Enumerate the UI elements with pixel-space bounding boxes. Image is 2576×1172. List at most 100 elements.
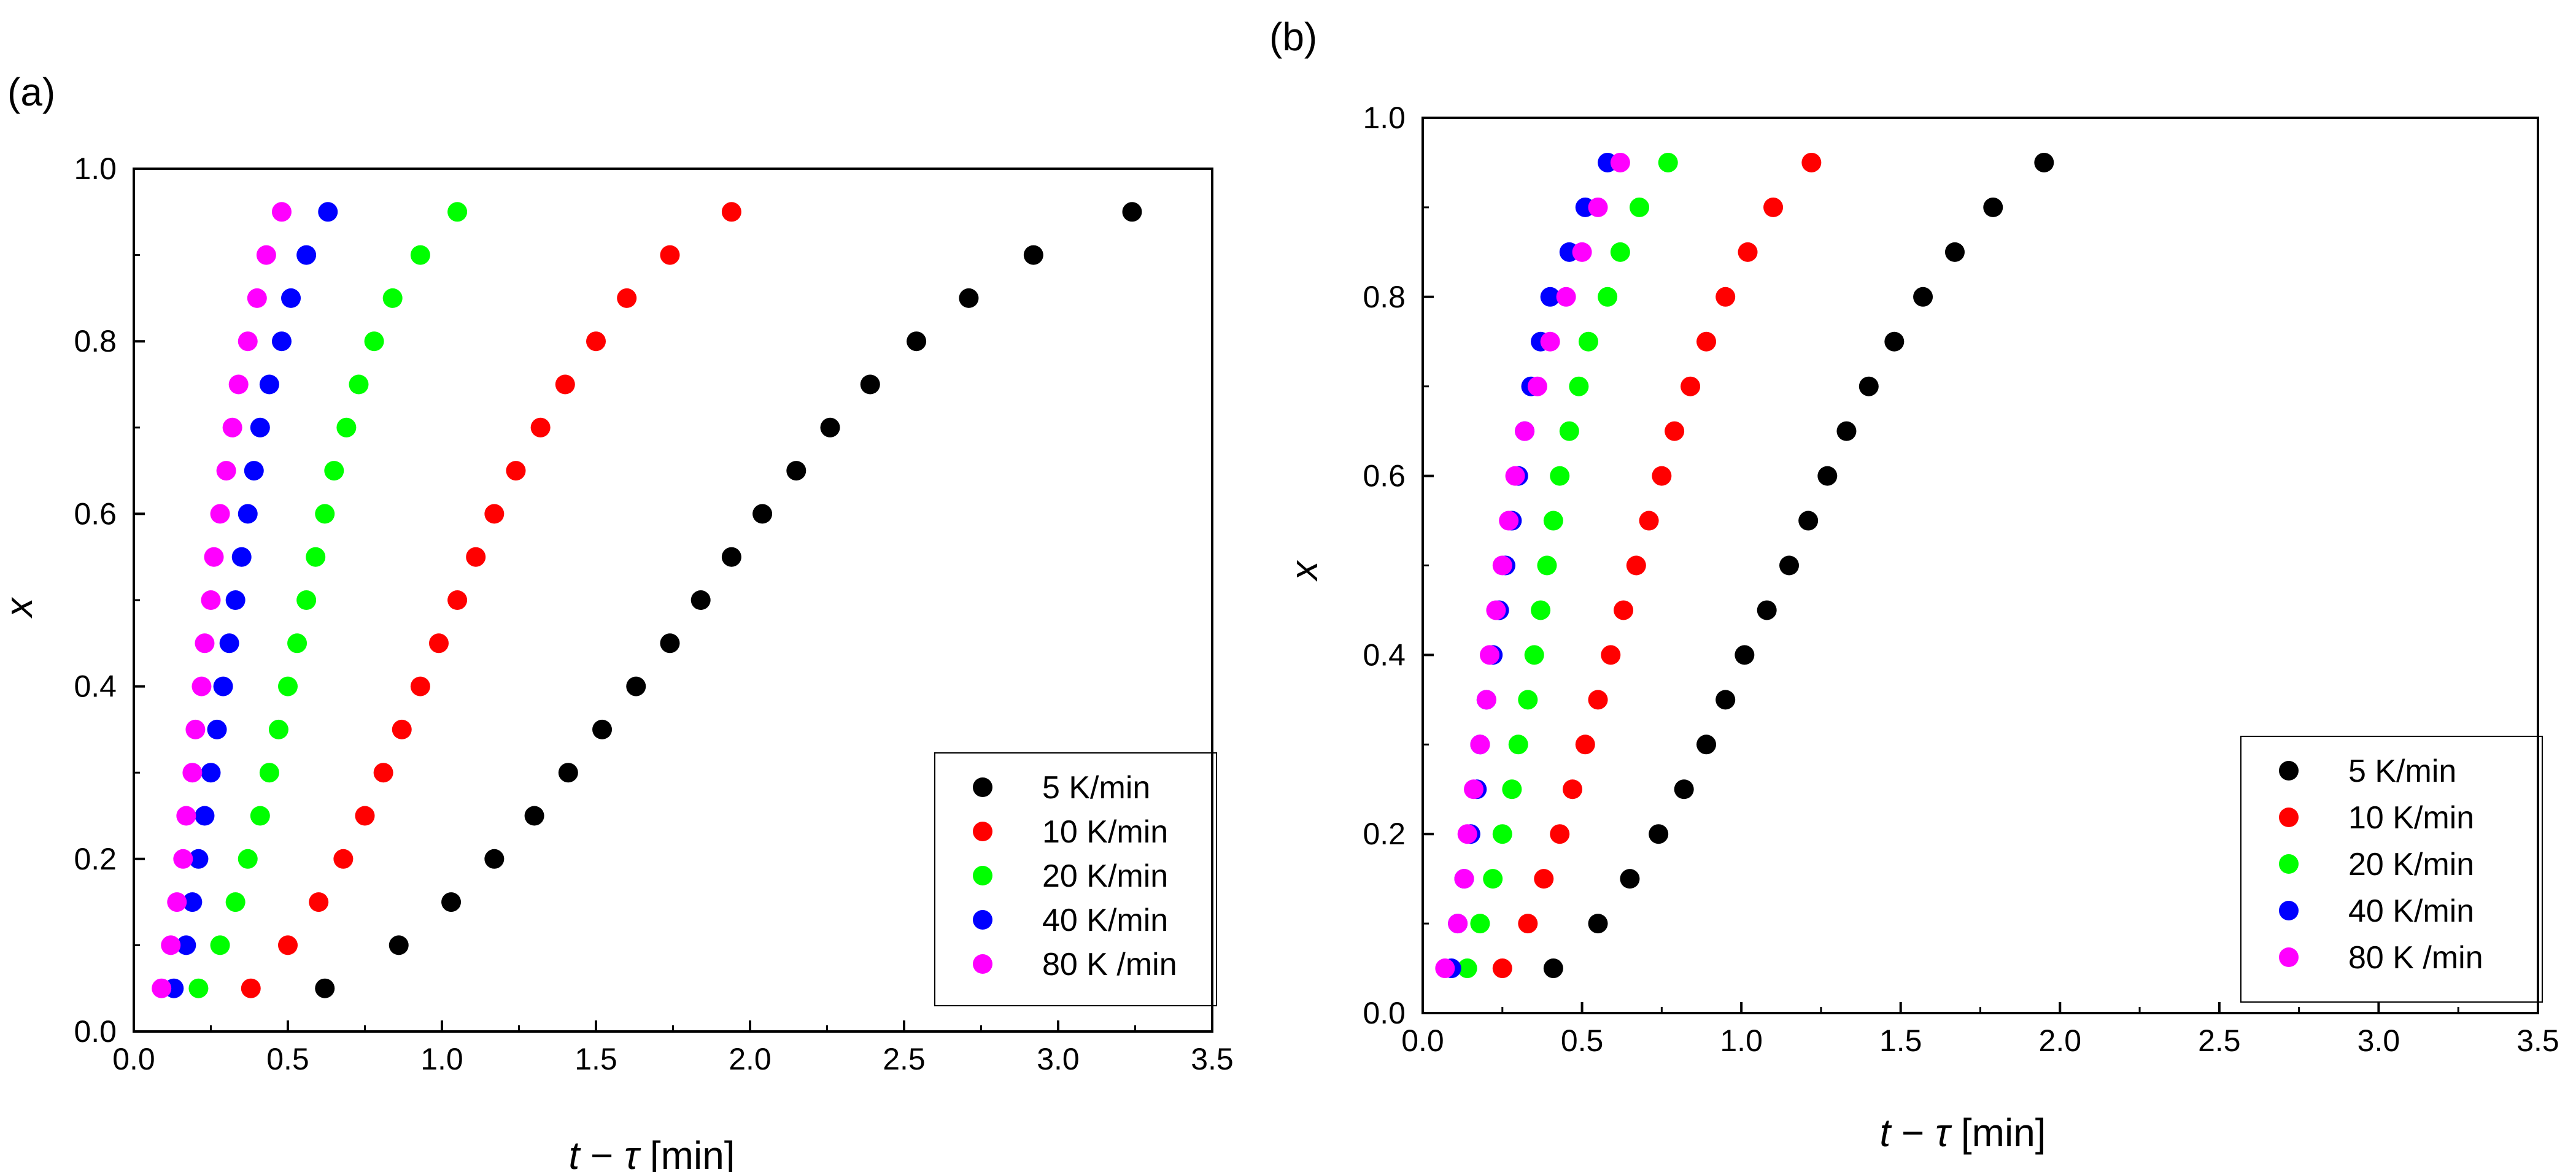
data-point-series-3 [1502, 779, 1522, 800]
data-point-series-3 [1569, 376, 1589, 396]
data-point-series-1 [959, 288, 979, 308]
panel-label: (b) [1269, 15, 1317, 59]
legend-marker [2279, 947, 2299, 967]
legend-label: 80 K /min [1042, 947, 1177, 982]
x-tick-label: 0.5 [1561, 1024, 1604, 1058]
data-point-series-2 [586, 331, 606, 352]
data-point-series-2 [355, 806, 375, 826]
y-tick-label: 0.6 [1363, 459, 1406, 493]
data-point-series-4 [1540, 287, 1560, 307]
data-point-series-2 [721, 202, 741, 222]
data-point-series-5 [228, 374, 249, 395]
data-point-series-2 [447, 590, 468, 610]
data-point-series-5 [1480, 645, 1500, 665]
data-point-series-3 [1559, 421, 1579, 441]
data-point-series-5 [185, 719, 206, 739]
data-point-series-1 [1023, 245, 1043, 265]
data-point-series-1 [1543, 958, 1563, 979]
data-point-series-2 [1665, 421, 1685, 441]
data-point-series-2 [1614, 600, 1634, 620]
data-point-series-2 [1801, 152, 1822, 172]
data-point-series-3 [1578, 331, 1598, 352]
data-point-series-5 [1572, 242, 1592, 262]
data-point-series-1 [1817, 466, 1838, 486]
x-tick-label: 1.5 [574, 1042, 617, 1076]
data-point-series-1 [1696, 734, 1717, 755]
x-tick-label: 2.5 [883, 1042, 926, 1076]
data-points [152, 202, 1142, 998]
data-point-series-1 [820, 417, 840, 438]
data-point-series-5 [1527, 376, 1547, 396]
data-point-series-3 [1537, 555, 1557, 576]
data-point-series-3 [315, 504, 335, 524]
data-point-series-5 [247, 288, 267, 308]
data-point-series-2 [1601, 645, 1621, 665]
data-point-series-3 [225, 892, 246, 912]
data-point-series-4 [207, 719, 227, 739]
x-tick-label: 1.5 [1879, 1024, 1922, 1058]
data-point-series-3 [1598, 287, 1618, 307]
data-point-series-3 [1524, 645, 1544, 665]
x-tick-label: 3.0 [1037, 1042, 1080, 1076]
legend-marker [2279, 854, 2299, 874]
data-point-series-3 [1658, 152, 1678, 172]
legend-marker [973, 910, 992, 930]
x-tick-label: 2.0 [729, 1042, 772, 1076]
data-point-series-2 [373, 763, 393, 783]
data-point-series-2 [392, 719, 412, 739]
panel-b: (b) x t − τ [min] 0.0 0.5 1.0 1.5 2.0 2.5 3.0 3… [1269, 15, 2559, 1155]
data-point-series-1 [1122, 202, 1142, 222]
data-point-series-3 [382, 288, 403, 308]
data-point-series-1 [660, 633, 680, 653]
data-point-series-5 [1540, 331, 1560, 352]
data-point-series-1 [1913, 287, 1933, 307]
legend-label: 40 K/min [2348, 893, 2474, 929]
data-point-series-1 [907, 331, 927, 352]
x-tick-label: 1.0 [1720, 1024, 1763, 1058]
data-point-series-2 [1588, 690, 1608, 710]
data-point-series-2 [428, 633, 449, 653]
x-tick-label: 3.0 [2357, 1024, 2400, 1058]
data-point-series-1 [690, 590, 711, 610]
data-point-series-2 [1696, 331, 1717, 352]
data-point-series-5 [1556, 287, 1576, 307]
data-point-series-3 [1531, 600, 1551, 620]
data-point-series-3 [268, 719, 288, 739]
y-tick-label: 0.0 [1363, 996, 1406, 1030]
data-point-series-1 [558, 763, 578, 783]
x-tick-label: 3.5 [2516, 1024, 2559, 1058]
data-point-series-5 [204, 547, 224, 567]
data-point-series-5 [1454, 869, 1474, 889]
data-points [1435, 152, 2054, 979]
data-point-series-4 [259, 374, 279, 395]
x-tick-label: 0.0 [112, 1042, 155, 1076]
data-point-series-2 [1681, 376, 1701, 396]
data-point-series-3 [364, 331, 384, 352]
legend-marker [2279, 901, 2299, 920]
data-point-series-5 [1476, 690, 1496, 710]
data-point-series-2 [1738, 242, 1758, 262]
legend-label: 10 K/min [2348, 800, 2474, 836]
data-point-series-1 [2034, 152, 2054, 172]
data-point-series-2 [1492, 958, 1512, 979]
data-point-series-5 [238, 331, 258, 352]
data-point-series-2 [1518, 914, 1538, 934]
y-tick-label: 0.0 [74, 1014, 117, 1049]
y-tick-label: 1.0 [1363, 101, 1406, 135]
data-point-series-5 [1464, 779, 1484, 800]
panel-a: (a) x t − τ [min] 0.0 0.5 1.0 1.5 2.0 2.5 3.0 3… [0, 70, 1234, 1172]
data-point-series-1 [860, 374, 880, 395]
y-tick-label: 0.2 [74, 842, 117, 876]
y-tick-label: 1.0 [74, 152, 117, 186]
data-point-series-2 [1639, 511, 1659, 531]
data-point-series-5 [1435, 958, 1455, 979]
legend-label: 20 K/min [1042, 858, 1168, 894]
data-point-series-2 [1575, 734, 1595, 755]
data-point-series-5 [1486, 600, 1506, 620]
y-tick-label: 0.8 [74, 324, 117, 358]
data-point-series-5 [201, 590, 221, 610]
data-point-series-4 [238, 504, 258, 524]
data-point-series-2 [1763, 197, 1784, 217]
data-point-series-3 [1508, 734, 1528, 755]
data-point-series-3 [238, 849, 258, 869]
